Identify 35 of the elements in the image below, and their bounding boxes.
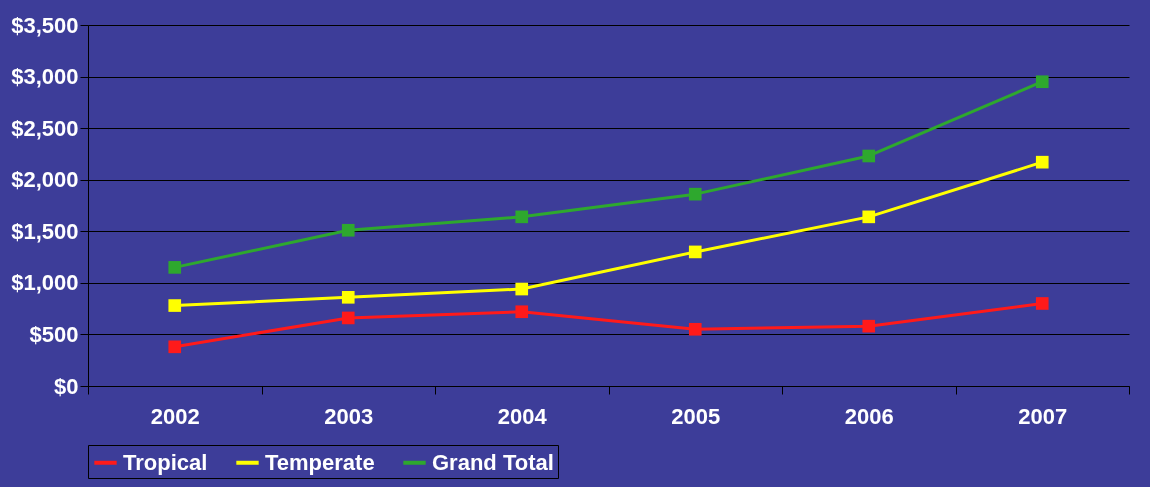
point [862, 210, 876, 224]
point [515, 305, 529, 319]
point [1035, 155, 1049, 169]
y-tick-label: $2,500 [11, 115, 79, 141]
y-tick-label: $2,000 [11, 167, 79, 193]
point [862, 149, 876, 163]
x-tick-label: 2002 [150, 403, 200, 429]
point [168, 299, 182, 312]
point [515, 210, 529, 224]
x-tick-label: 2004 [497, 403, 548, 429]
point [341, 223, 355, 237]
y-tick-label: $1,500 [11, 218, 79, 244]
y-tick-label: $1,000 [11, 270, 79, 296]
legend-label: Grand Total [432, 449, 554, 475]
legend-label: Tropical [123, 449, 208, 475]
y-tick-label: $500 [29, 321, 79, 347]
x-tick-label: 2007 [1018, 403, 1068, 429]
point [688, 245, 702, 259]
point [341, 290, 355, 304]
y-tick-label: $0 [54, 373, 79, 399]
point [1035, 297, 1049, 310]
legend-label: Temperate [265, 449, 375, 475]
x-tick-label: 2003 [324, 403, 374, 429]
point [341, 311, 355, 325]
y-tick-label: $3,000 [11, 64, 79, 90]
point [168, 340, 182, 354]
point [168, 261, 182, 274]
x-tick-label: 2006 [844, 403, 894, 429]
point [862, 319, 876, 333]
y-tick-label: $3,500 [11, 12, 79, 38]
x-tick-label: 2005 [671, 403, 721, 429]
point [1035, 75, 1049, 89]
point [515, 282, 529, 296]
point [688, 322, 702, 336]
point [688, 187, 702, 201]
